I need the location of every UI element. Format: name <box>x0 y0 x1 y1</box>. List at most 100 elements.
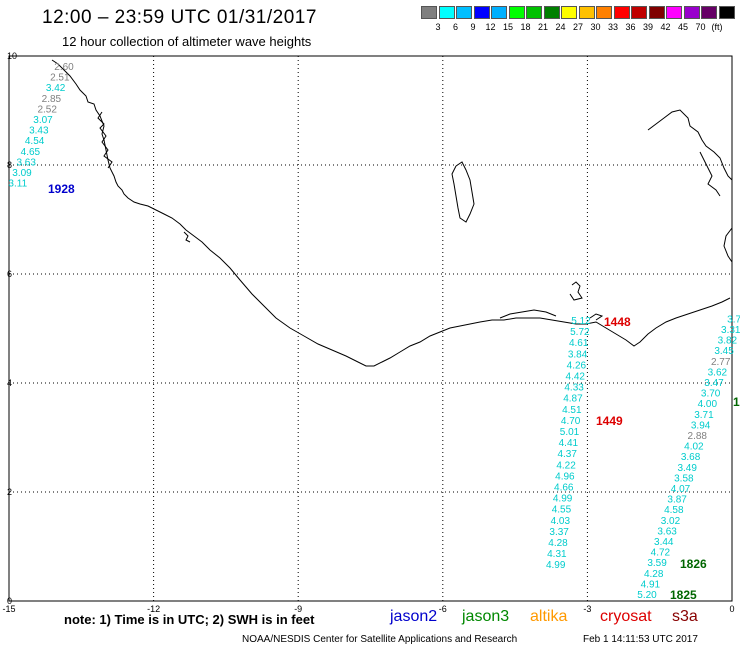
x-tick-label: -3 <box>583 604 591 614</box>
scale-label: 15 <box>502 22 513 32</box>
track-time-label: 1 <box>733 395 740 409</box>
scale-swatch <box>596 6 612 19</box>
coast-bays <box>97 111 113 169</box>
wave-height-value: 4.99 <box>546 560 566 571</box>
scale-label: 45 <box>677 22 688 32</box>
wave-height-value: 3.43 <box>29 126 49 137</box>
wave-height-value: 3.31 <box>721 325 740 336</box>
scale-label: 6 <box>452 22 458 32</box>
wave-height-value: 3.82 <box>718 336 738 347</box>
wave-height-value: 4.96 <box>555 471 575 482</box>
wave-height-value: 4.72 <box>651 548 671 559</box>
wave-height-value: 4.54 <box>25 136 45 147</box>
wave-height-value: 3.63 <box>16 157 36 168</box>
scale-swatch <box>613 6 630 19</box>
wave-height-value: 2.88 <box>688 431 708 442</box>
wave-height-value: 4.66 <box>554 483 574 494</box>
wave-height-value: 5.12 <box>571 316 591 327</box>
coast-peninsula <box>499 309 557 319</box>
wave-height-value: 4.42 <box>566 372 586 383</box>
map-frame <box>8 55 733 602</box>
generation-timestamp: Feb 1 14:11:53 UTC 2017 <box>583 634 698 645</box>
track-time-label: 1928 <box>48 182 75 196</box>
wave-height-value: 2.60 <box>54 62 74 73</box>
coast-bight <box>589 313 604 321</box>
scale-swatch <box>543 6 560 19</box>
scale-label: 70 <box>695 22 706 32</box>
scale-label: 21 <box>537 22 548 32</box>
scale-swatch <box>666 6 682 19</box>
scale-label: 42 <box>660 22 671 32</box>
scale-swatch <box>473 6 490 19</box>
scale-swatch <box>578 6 595 19</box>
y-tick-label: 0 <box>7 596 12 606</box>
wave-height-value: 3.87 <box>667 495 687 506</box>
scale-swatch <box>491 6 507 19</box>
wave-height-value: 3.07 <box>33 115 53 126</box>
wave-height-value: 4.37 <box>557 449 577 460</box>
wave-height-value: 4.00 <box>698 399 718 410</box>
wave-height-value: 4.58 <box>664 505 684 516</box>
wave-height-value: 5.01 <box>560 427 580 438</box>
wave-height-value: 4.26 <box>567 360 587 371</box>
wave-height-value: 3.49 <box>677 463 697 474</box>
credit-line: NOAA/NESDIS Center for Satellite Applica… <box>242 634 518 645</box>
legend-jason3: jason3 <box>462 608 510 625</box>
wave-height-value: 4.55 <box>552 505 572 516</box>
legend-cryosat: cryosat <box>600 608 652 625</box>
wave-height-value: 3.02 <box>661 516 681 527</box>
scale-swatch <box>718 6 735 19</box>
coast-northeast <box>647 109 733 181</box>
scale-swatch <box>631 6 647 19</box>
y-tick-label: 6 <box>7 269 12 279</box>
coastline <box>51 59 733 367</box>
scale-unit: (ft) <box>711 22 723 32</box>
scale-label: 36 <box>625 22 636 32</box>
altimeter-tracks: 2.602.513.422.852.523.073.434.544.653.63… <box>8 62 740 602</box>
wave-height-value: 4.70 <box>561 416 581 427</box>
wave-height-value: 2.85 <box>42 94 62 105</box>
scale-swatch <box>561 6 577 19</box>
scale-swatch <box>701 6 717 19</box>
wave-height-value: 3.71 <box>694 410 714 421</box>
grid-lines <box>9 56 732 601</box>
track-time-label: 1826 <box>680 557 707 571</box>
y-tick-label: 2 <box>7 487 12 497</box>
legend-s3a: s3a <box>672 608 698 625</box>
wave-height-value: 3.44 <box>654 537 674 548</box>
y-tick-label: 10 <box>7 51 17 61</box>
track-time-label: 1449 <box>596 414 623 428</box>
scale-swatch <box>648 6 665 19</box>
scale-label: 39 <box>642 22 653 32</box>
wave-height-value: 4.61 <box>569 338 589 349</box>
wave-height-value: 4.03 <box>551 516 571 527</box>
wave-height-value: 4.33 <box>564 383 584 394</box>
scale-label: 12 <box>485 22 496 32</box>
wave-height-value: 5.20 <box>637 590 657 601</box>
coast-island <box>569 281 583 301</box>
y-tick-label: 4 <box>7 378 12 388</box>
x-tick-label: -12 <box>147 604 160 614</box>
wave-height-value: 3.09 <box>12 168 32 179</box>
wave-height-value: 2.52 <box>37 104 57 115</box>
scale-label: 9 <box>470 22 476 32</box>
scale-swatch <box>683 6 700 19</box>
wave-height-value: 3.84 <box>568 349 588 360</box>
wave-height-value: 4.51 <box>562 405 582 416</box>
wave-height-value: 4.02 <box>684 442 704 453</box>
legend-jason2: jason2 <box>390 608 438 625</box>
wave-height-value: 4.07 <box>671 484 691 495</box>
map-title: 12:00 – 23:59 UTC 01/31/2017 <box>42 7 317 28</box>
scale-label: 27 <box>572 22 583 32</box>
scale-label: 24 <box>555 22 566 32</box>
wave-height-value: 4.41 <box>559 438 579 449</box>
coast-small <box>183 231 191 243</box>
wave-height-value: 3.45 <box>714 346 734 357</box>
wave-height-value: 4.28 <box>548 538 568 549</box>
wave-height-value: 3.11 <box>8 179 27 190</box>
wave-height-value: 2.51 <box>50 73 70 84</box>
x-tick-label: -9 <box>294 604 302 614</box>
wave-height-value: 3.58 <box>674 473 694 484</box>
scale-swatch <box>421 6 437 19</box>
